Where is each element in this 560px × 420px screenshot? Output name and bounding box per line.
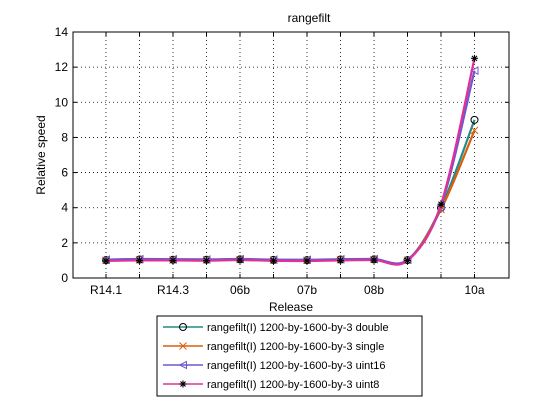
legend-label: rangefilt(I) 1200-by-1600-by-3 single (207, 341, 384, 353)
marker-triangle (178, 360, 187, 370)
y-tick-label: 12 (55, 60, 69, 74)
marker-star (179, 380, 187, 388)
series-3 (101, 66, 479, 265)
y-tick-label: 14 (55, 25, 69, 39)
marker-star (404, 257, 411, 265)
chart-title: rangefilt (288, 11, 331, 25)
marker-star (102, 257, 110, 265)
marker-star (236, 256, 244, 264)
y-tick-label: 0 (61, 271, 68, 285)
marker-star (270, 257, 277, 265)
legend-label: rangefilt(I) 1200-by-1600-by-3 double (207, 322, 389, 334)
marker-circle (470, 115, 479, 124)
x-tick-label: 06b (230, 283, 250, 297)
legend-entry: rangefilt(I) 1200-by-1600-by-3 double (163, 322, 389, 334)
x-tick-label: 08b (364, 283, 384, 297)
x-tick-label: 10a (464, 283, 484, 297)
x-tick-label: 07b (297, 283, 317, 297)
marker-x (179, 342, 187, 350)
legend-label: rangefilt(I) 1200-by-1600-by-3 uint8 (207, 379, 379, 391)
legend: rangefilt(I) 1200-by-1600-by-3 double ran… (156, 315, 423, 397)
y-tick-label: 2 (61, 236, 68, 250)
legend-entry: rangefilt(I) 1200-by-1600-by-3 uint16 (163, 360, 386, 372)
series-group (101, 54, 479, 266)
marker-circle (179, 323, 187, 331)
y-tick-label: 6 (61, 166, 68, 180)
marker-x (470, 126, 479, 135)
series-1 (102, 115, 479, 265)
series-line (105, 58, 476, 266)
legend-label: rangefilt(I) 1200-by-1600-by-3 uint16 (207, 360, 386, 372)
marker-star (337, 256, 344, 264)
legend-entry: rangefilt(I) 1200-by-1600-by-3 uint8 (163, 379, 379, 391)
y-tick-label: 8 (61, 130, 68, 144)
marker-star (370, 256, 378, 264)
y-tick-label: 4 (61, 201, 68, 215)
marker-star (169, 256, 177, 264)
marker-triangle (469, 66, 479, 75)
marker-star (303, 257, 311, 265)
x-tick-label: R14.3 (157, 283, 189, 297)
marker-star (437, 200, 445, 208)
x-tick-label: R14.1 (90, 283, 122, 297)
series-4 (102, 54, 478, 266)
series-line (105, 70, 476, 265)
series-line (105, 129, 476, 265)
marker-star (203, 257, 210, 265)
x-axis-label: Release (269, 300, 313, 314)
y-axis-label: Relative speed (34, 115, 48, 194)
y-axis: 0 2 4 6 8 10 12 14 (55, 25, 509, 285)
plot-area (72, 31, 510, 279)
legend-box (156, 315, 423, 397)
legend-entry: rangefilt(I) 1200-by-1600-by-3 single (163, 341, 384, 353)
x-axis: R14.1 R14.3 06b 07b 08b 10a (90, 32, 485, 297)
marker-star (136, 256, 143, 264)
series-line (105, 119, 476, 265)
marker-star (471, 54, 478, 62)
y-tick-label: 10 (55, 95, 69, 109)
grid (73, 32, 509, 278)
